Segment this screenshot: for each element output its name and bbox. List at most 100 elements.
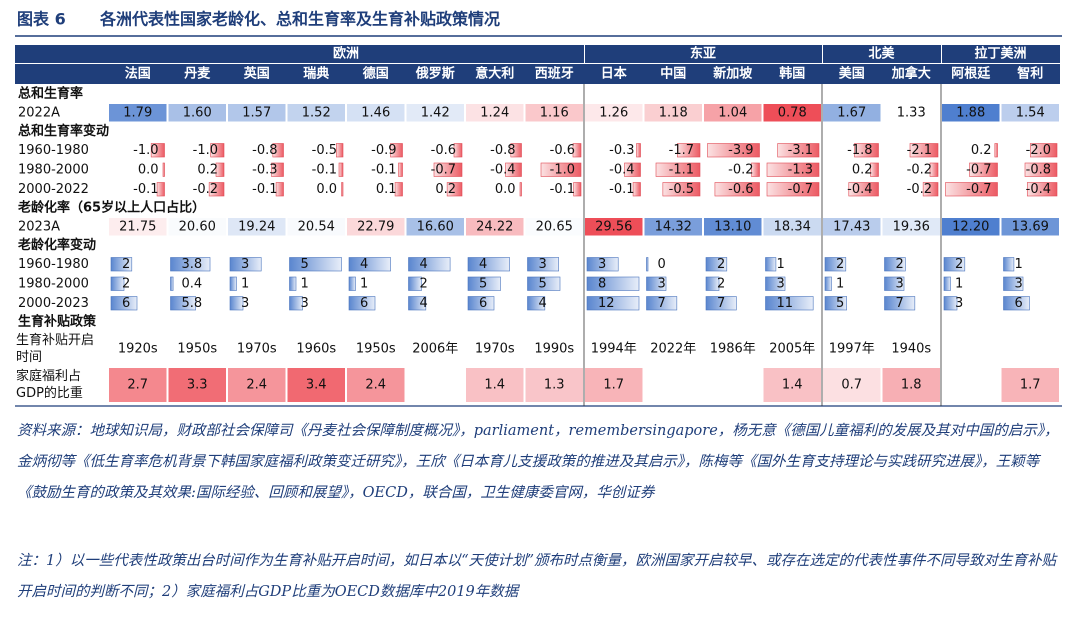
data-bar (162, 162, 165, 177)
country-band (762, 64, 822, 84)
heat-cell (109, 368, 167, 402)
data-bar (527, 257, 560, 272)
data-bar (714, 182, 760, 197)
data-bar (662, 182, 701, 197)
cell-value: 1.4 (484, 378, 505, 393)
data-bar (766, 182, 820, 197)
data-bar (289, 257, 342, 272)
country-name: 智利 (1017, 66, 1043, 82)
cell-value: 5 (836, 296, 844, 311)
cell-value: 2.7 (127, 378, 148, 393)
cell-value: 12 (598, 296, 615, 311)
row-label: 2000-2022 (18, 182, 89, 197)
heat-cell (882, 368, 940, 402)
data-bar (909, 143, 939, 158)
cell-value: 2 (896, 257, 904, 272)
cell-value: 2 (122, 257, 130, 272)
cell-value: -0.7 (966, 162, 991, 177)
country-band (822, 64, 882, 84)
data-bar (766, 162, 820, 177)
cell-value: 7 (658, 296, 666, 311)
data-bar (1030, 143, 1058, 158)
data-bar (854, 143, 879, 158)
cell-value: 12.20 (952, 219, 989, 234)
cell-value: 1.79 (123, 105, 152, 120)
data-bar (170, 276, 174, 291)
heat-cell (1001, 368, 1059, 402)
data-bar (1024, 162, 1058, 177)
heat-cell (406, 218, 464, 236)
data-bar (170, 257, 211, 272)
heat-cell (882, 104, 940, 122)
country-band (286, 64, 346, 84)
cell-value: 0.78 (778, 105, 807, 120)
cell-value: -0.6 (431, 143, 456, 158)
data-bar (519, 182, 522, 197)
row-label: 1960-1980 (18, 257, 89, 272)
country-name: 新加坡 (713, 66, 753, 82)
data-bar (572, 143, 582, 158)
cell-value: -0.2 (907, 182, 932, 197)
cell-value: 21.75 (119, 219, 156, 234)
data-bar (586, 276, 640, 291)
cell-value: -1.0 (193, 143, 218, 158)
country-band (643, 64, 703, 84)
country-name: 瑞典 (303, 66, 329, 82)
data-bar (540, 162, 582, 177)
heat-cell (466, 218, 524, 236)
cell-value: 1.46 (361, 105, 390, 120)
country-band (941, 64, 1001, 84)
data-bar (156, 182, 165, 197)
cell-value: 3 (539, 257, 547, 272)
cell-value: 1950s (356, 342, 396, 357)
country-name: 丹麦 (184, 66, 211, 82)
cell-value: 1 (360, 276, 368, 291)
cell-value: 6 (360, 296, 368, 311)
data-bar (969, 162, 998, 177)
cell-value: -1.1 (669, 162, 694, 177)
region-name: 拉丁美洲 (974, 46, 1026, 62)
cell-value: 19.36 (893, 219, 930, 234)
cell-value: 6 (479, 296, 487, 311)
cell-value: 1960s (296, 342, 336, 357)
cell-value: 3 (777, 276, 785, 291)
cell-value: 1.04 (718, 105, 747, 120)
heat-cell (585, 218, 643, 236)
heat-cell (1001, 104, 1059, 122)
data-bar (229, 296, 244, 311)
country-name: 中国 (660, 66, 686, 82)
cell-value: -0.9 (371, 143, 396, 158)
cell-value: -0.5 (669, 182, 694, 197)
data-bar (624, 162, 641, 177)
data-bar (275, 182, 284, 197)
cell-value: 16.60 (417, 219, 454, 234)
cell-value: 20.60 (179, 219, 216, 234)
data-bar (765, 276, 786, 291)
cell-value: 20.54 (298, 219, 335, 234)
cell-value: 0.7 (841, 378, 862, 393)
data-bar (110, 296, 138, 311)
heat-cell (704, 218, 762, 236)
data-bar (922, 182, 939, 197)
heat-cell (109, 218, 167, 236)
cell-value: -0.7 (788, 182, 813, 197)
region-band (585, 45, 822, 63)
cell-value: -0.1 (252, 182, 277, 197)
cell-value: -3.1 (788, 143, 813, 158)
row-label: 生育补贴开启时间 (16, 333, 94, 365)
heat-cell (763, 368, 821, 402)
data-bar (341, 182, 344, 197)
data-bar (408, 276, 422, 291)
cell-value: 1.3 (544, 378, 565, 393)
data-bar (824, 276, 832, 291)
country-band (405, 64, 465, 84)
data-bar (884, 257, 906, 272)
cell-value: 5 (539, 276, 547, 291)
cell-value: 1.60 (183, 105, 212, 120)
cell-value: 0.0 (316, 182, 337, 197)
data-bar (943, 276, 951, 291)
heat-cell (347, 218, 405, 236)
country-band (346, 64, 406, 84)
cell-value: 1 (301, 276, 309, 291)
cell-value: 8 (598, 276, 606, 291)
